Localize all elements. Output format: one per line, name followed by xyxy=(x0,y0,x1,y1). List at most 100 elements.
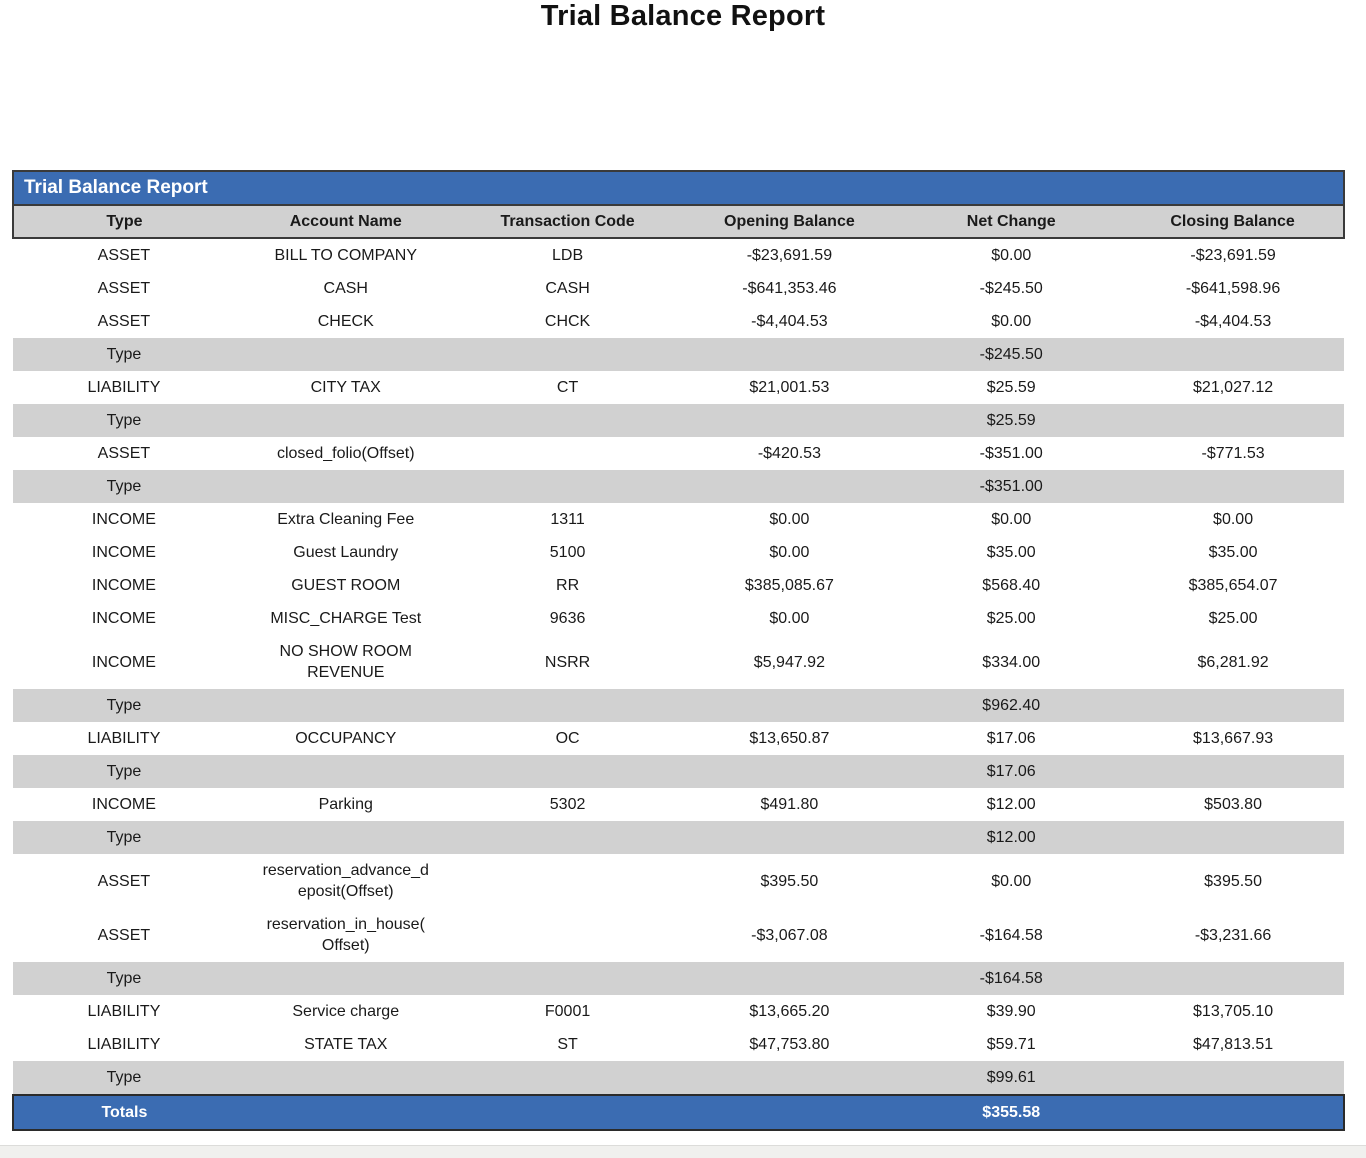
cell-closing-balance: -$3,231.66 xyxy=(1194,926,1272,944)
cell-opening-balance: $47,753.80 xyxy=(749,1036,830,1053)
column-header-account-name: Account Name xyxy=(234,205,457,239)
cell-transaction-code: ST xyxy=(557,1036,578,1053)
table-row: LIABILITY STATE TAX ST $47,753.80 $59.71 $47,… xyxy=(13,1028,1344,1061)
cell-empty xyxy=(234,1094,457,1131)
cell-closing-balance: $13,667.93 xyxy=(1193,730,1274,747)
cell-net-change: $99.61 xyxy=(900,1061,1123,1095)
column-header-net-change: Net Change xyxy=(900,205,1123,239)
table-title-bar: Trial Balance Report xyxy=(12,170,1345,206)
cell-transaction-code xyxy=(457,854,679,908)
cell-type: INCOME xyxy=(91,511,156,528)
cell-subtotal-label: Type xyxy=(13,470,235,503)
cell-empty xyxy=(1122,338,1344,371)
cell-empty xyxy=(678,1061,901,1095)
cell-subtotal-label: Type xyxy=(13,689,235,722)
trial-balance-table: Trial Balance Report Type Account Name T… xyxy=(12,170,1345,1131)
cell-net-change: $0.00 xyxy=(991,313,1032,330)
totals-net-change: $355.58 xyxy=(900,1094,1123,1131)
table-row: LIABILITY Service charge F0001 $13,665.20 $3… xyxy=(13,995,1344,1028)
cell-account-name: NO SHOW ROOM REVENUE xyxy=(279,643,412,681)
cell-net-change: $25.00 xyxy=(986,610,1036,627)
cell-net-change: $17.06 xyxy=(986,730,1036,747)
cell-account-name: Parking xyxy=(318,796,373,813)
cell-net-change: -$245.50 xyxy=(979,280,1043,297)
cell-net-change: $12.00 xyxy=(986,796,1036,813)
cell-closing-balance: $25.00 xyxy=(1208,610,1258,627)
table-row: INCOME Guest Laundry 5100 $0.00 $35.00 $35.00 xyxy=(13,536,1344,569)
cell-closing-balance: -$771.53 xyxy=(1201,445,1265,462)
cell-empty xyxy=(1122,821,1344,854)
column-header-opening-balance: Opening Balance xyxy=(678,205,901,239)
cell-closing-balance: $21,027.12 xyxy=(1193,379,1274,396)
cell-empty xyxy=(234,1061,457,1095)
cell-opening-balance: $5,947.92 xyxy=(753,653,825,671)
cell-net-change: -$245.50 xyxy=(900,338,1123,371)
subtotal-row: Type $99.61 xyxy=(13,1061,1344,1095)
cell-empty xyxy=(678,338,901,371)
cell-net-change: -$164.58 xyxy=(979,926,1043,944)
cell-empty xyxy=(678,404,901,437)
cell-empty xyxy=(678,755,901,788)
cell-type: INCOME xyxy=(91,577,156,594)
cell-transaction-code: F0001 xyxy=(544,1003,591,1020)
cell-type: LIABILITY xyxy=(87,1036,161,1053)
cell-account-name: OCCUPANCY xyxy=(295,730,397,747)
cell-empty xyxy=(678,962,901,995)
cell-net-change: $568.40 xyxy=(982,577,1041,594)
cell-type: ASSET xyxy=(97,926,151,944)
cell-net-change: $0.00 xyxy=(991,511,1032,528)
cell-subtotal-label: Type xyxy=(13,1061,235,1095)
table-row: ASSET CHECK CHCK -$4,404.53 $0.00 -$4,404.53 xyxy=(13,305,1344,338)
table-row: ASSET closed_folio(Offset) -$420.53 -$351.0… xyxy=(13,437,1344,470)
subtotal-row: Type -$245.50 xyxy=(13,338,1344,371)
column-header-type: Type xyxy=(12,205,235,239)
cell-closing-balance: $47,813.51 xyxy=(1193,1036,1274,1053)
cell-net-change: -$351.00 xyxy=(900,470,1123,503)
cell-type: ASSET xyxy=(97,445,151,462)
cell-closing-balance: -$641,598.96 xyxy=(1185,280,1281,297)
cell-empty xyxy=(456,470,679,503)
cell-empty xyxy=(234,338,457,371)
cell-subtotal-label: Type xyxy=(13,755,235,788)
cell-opening-balance: -$641,353.46 xyxy=(742,280,837,297)
cell-empty xyxy=(456,1094,679,1131)
cell-type: ASSET xyxy=(97,313,151,330)
cell-account-name: reservation_in_house(Offset) xyxy=(266,916,425,954)
cell-empty xyxy=(1122,470,1344,503)
cell-transaction-code: CHCK xyxy=(544,313,591,330)
cell-empty xyxy=(1122,1094,1345,1131)
cell-net-change: $0.00 xyxy=(991,872,1032,890)
table-row: LIABILITY CITY TAX CT $21,001.53 $25.59 $21,0… xyxy=(13,371,1344,404)
table-row: ASSET reservation_advance_deposit(Offset)… xyxy=(13,854,1344,908)
cell-opening-balance: $385,085.67 xyxy=(744,577,834,594)
cell-closing-balance: $13,705.10 xyxy=(1193,1003,1274,1020)
cell-opening-balance: $13,650.87 xyxy=(749,730,830,747)
cell-opening-balance: $491.80 xyxy=(760,796,819,813)
table-row: INCOME GUEST ROOM RR $385,085.67 $568.40 $385… xyxy=(13,569,1344,602)
cell-closing-balance: $35.00 xyxy=(1208,544,1258,561)
cell-type: LIABILITY xyxy=(87,379,161,396)
subtotal-row: Type $962.40 xyxy=(13,689,1344,722)
cell-opening-balance: $0.00 xyxy=(769,511,810,528)
cell-type: INCOME xyxy=(91,653,156,671)
table-row: ASSET BILL TO COMPANY LDB -$23,691.59 $0.00 -… xyxy=(13,238,1344,272)
cell-account-name: STATE TAX xyxy=(304,1036,388,1053)
cell-account-name: Guest Laundry xyxy=(293,544,399,561)
cell-type: INCOME xyxy=(91,610,156,627)
cell-closing-balance: $0.00 xyxy=(1213,511,1254,528)
cell-opening-balance: -$3,067.08 xyxy=(751,926,828,944)
cell-account-name: CITY TAX xyxy=(310,379,381,396)
cell-subtotal-label: Type xyxy=(13,404,235,437)
cell-net-change: $35.00 xyxy=(986,544,1036,561)
cell-account-name: CHECK xyxy=(317,313,374,330)
cell-closing-balance: $385,654.07 xyxy=(1188,577,1278,594)
cell-account-name: closed_folio(Offset) xyxy=(276,445,415,462)
cell-opening-balance: -$23,691.59 xyxy=(746,247,833,264)
cell-empty xyxy=(678,470,901,503)
page-title: Trial Balance Report xyxy=(540,0,826,32)
cell-empty xyxy=(678,689,901,722)
cell-transaction-code: NSRR xyxy=(544,653,591,671)
column-header-closing-balance: Closing Balance xyxy=(1122,205,1345,239)
table-row: INCOME MISC_CHARGE Test 9636 $0.00 $25.00 $25… xyxy=(13,602,1344,635)
cell-net-change: $0.00 xyxy=(991,247,1032,264)
